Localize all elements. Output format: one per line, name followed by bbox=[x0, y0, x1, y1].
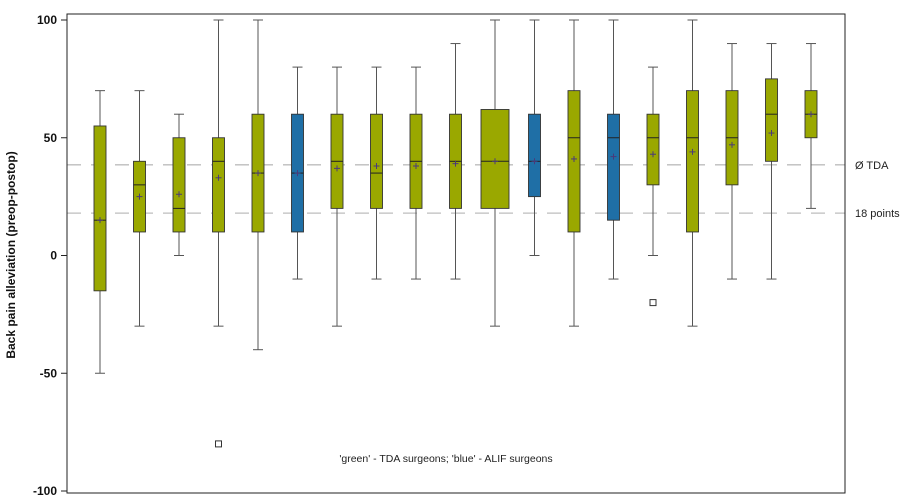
box-series-6 bbox=[291, 66, 304, 280]
y-tick-label: -100 bbox=[33, 484, 57, 498]
box-series-10 bbox=[449, 43, 462, 280]
chart-labels: Back pain alleviation (preop-postop) 'gr… bbox=[4, 151, 553, 465]
box-series-4 bbox=[212, 19, 225, 448]
box-series-14 bbox=[607, 19, 620, 280]
box-iqr bbox=[765, 78, 778, 162]
box-series-15 bbox=[646, 66, 660, 307]
box-series-3 bbox=[172, 113, 186, 256]
outlier-point-1 bbox=[215, 440, 222, 448]
box-series-11 bbox=[480, 19, 510, 327]
legend-annotation: 'green' - TDA surgeons; 'blue' - ALIF su… bbox=[339, 453, 552, 465]
box-iqr bbox=[212, 137, 225, 233]
box-iqr bbox=[607, 113, 620, 221]
box-series bbox=[93, 19, 818, 448]
y-tick-label: -50 bbox=[40, 366, 58, 380]
box-series-17 bbox=[725, 43, 739, 280]
y-tick-label: 0 bbox=[50, 249, 57, 263]
reference-label-tda-average: Ø TDA bbox=[855, 160, 889, 172]
box-series-8 bbox=[370, 66, 383, 280]
box-iqr bbox=[172, 137, 186, 233]
box-series-5 bbox=[251, 19, 265, 351]
box-iqr bbox=[686, 90, 699, 233]
y-tick-label: 50 bbox=[44, 131, 58, 145]
y-tick-label: 100 bbox=[37, 13, 57, 27]
box-series-18 bbox=[765, 43, 778, 280]
box-series-12 bbox=[528, 19, 541, 256]
box-iqr bbox=[646, 113, 660, 186]
plot-frame bbox=[66, 13, 846, 494]
box-series-13 bbox=[567, 19, 581, 327]
box-series-16 bbox=[686, 19, 699, 327]
y-axis-title: Back pain alleviation (preop-postop) bbox=[4, 151, 18, 358]
box-iqr bbox=[528, 113, 541, 198]
box-series-19 bbox=[804, 43, 818, 209]
outlier-point-1 bbox=[649, 299, 657, 307]
box-iqr bbox=[370, 113, 383, 209]
box-series-7 bbox=[330, 66, 344, 327]
box-series-1 bbox=[93, 90, 107, 374]
box-iqr bbox=[93, 125, 107, 292]
reference-label-18-points: 18 points bbox=[855, 208, 900, 220]
box-series-2 bbox=[133, 90, 146, 327]
y-axis-ticks: 100 50 0 -50 -100 bbox=[33, 13, 67, 498]
box-series-9 bbox=[409, 66, 423, 280]
